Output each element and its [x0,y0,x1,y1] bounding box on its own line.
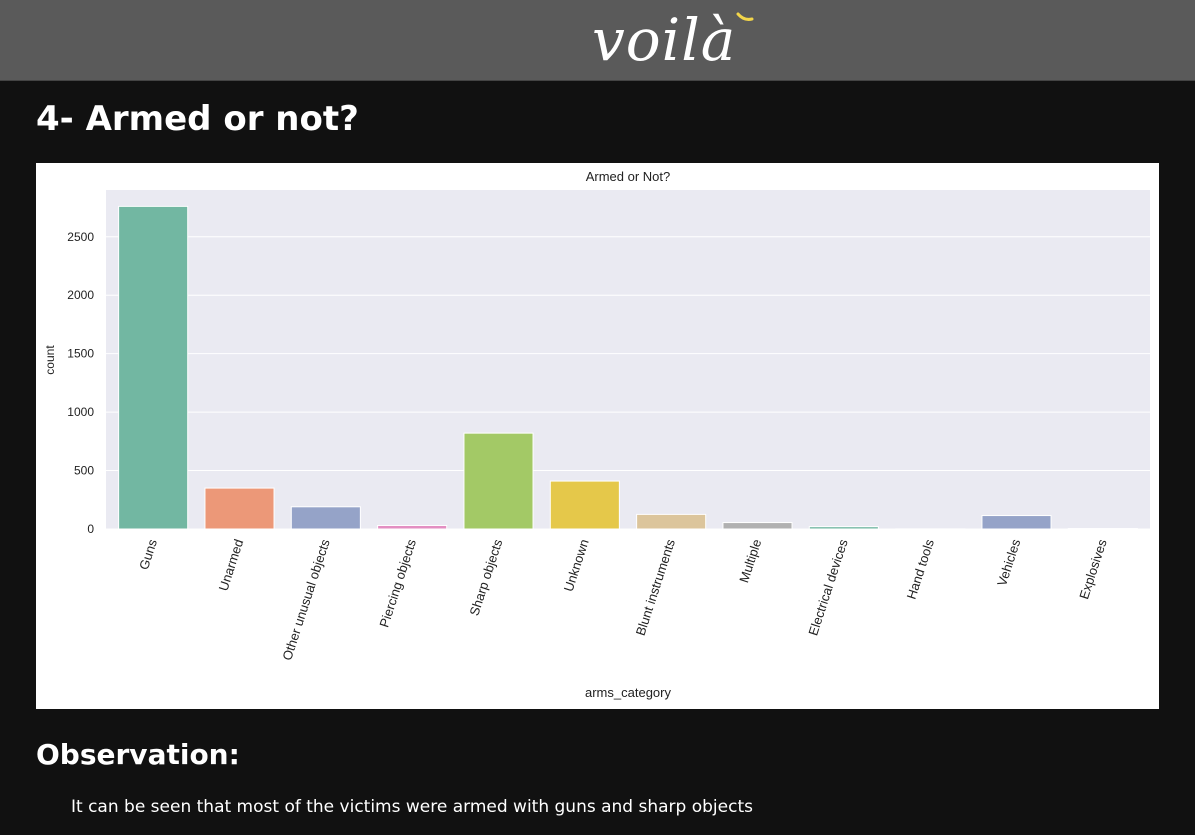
x-tick-labels: Guns Unarmed Other unusual objects Piercing… [136,537,1110,662]
x-tick-label: Piercing objects [376,537,419,629]
y-tick-label: 1500 [67,347,94,361]
x-axis-label: arms_category [585,685,671,700]
bar-guns [118,205,189,530]
chart-title: Armed or Not? [586,169,671,184]
y-tick-label: 1000 [67,405,94,419]
bar-electrical-devices [808,526,879,530]
x-tick-label: Other unusual objects [279,537,333,662]
bar-unknown [549,480,620,530]
observation-text: It can be seen that most of the victims … [71,797,753,817]
x-tick-label: Guns [136,537,160,572]
y-tick-label: 500 [74,464,94,478]
bar-sharp-objects [463,432,534,530]
observation-title: Observation: [36,738,240,771]
plot-area [106,190,1150,529]
x-tick-label: Hand tools [904,537,938,601]
top-bar: voilà [0,0,1195,81]
x-tick-label: Sharp objects [467,537,506,618]
y-tick-label: 2000 [67,288,94,302]
bar-vehicles [981,515,1052,530]
bar-multiple [722,522,793,530]
voila-logo: voilà [592,6,737,74]
y-axis-label: count [43,345,57,375]
x-tick-label: Multiple [736,537,764,584]
x-tick-label: Explosives [1076,537,1110,601]
y-tick-label: 2500 [67,230,94,244]
x-tick-label: Unarmed [216,537,247,592]
y-tick-labels: 0 500 1000 1500 2000 2500 [67,230,94,536]
bar-other-unusual-objects [290,506,361,530]
logo-accent-mark [736,12,754,21]
chart-card: 0 500 1000 1500 2000 2500 Guns Unarmed Other un… [36,163,1159,709]
x-tick-label: Electrical devices [805,537,850,638]
bars [118,205,1138,530]
bar-blunt-instruments [636,513,707,530]
grid-lines [106,236,1150,530]
section-title: 4- Armed or not? [36,99,359,139]
x-tick-label: Unknown [561,537,592,593]
bar-piercing-objects [377,524,448,530]
x-tick-label: Vehicles [994,537,1023,588]
x-tick-label: Blunt instruments [633,537,678,638]
bar-chart: 0 500 1000 1500 2000 2500 Guns Unarmed Other un… [43,169,1150,700]
y-tick-label: 0 [87,522,94,536]
bar-unarmed [204,487,275,530]
